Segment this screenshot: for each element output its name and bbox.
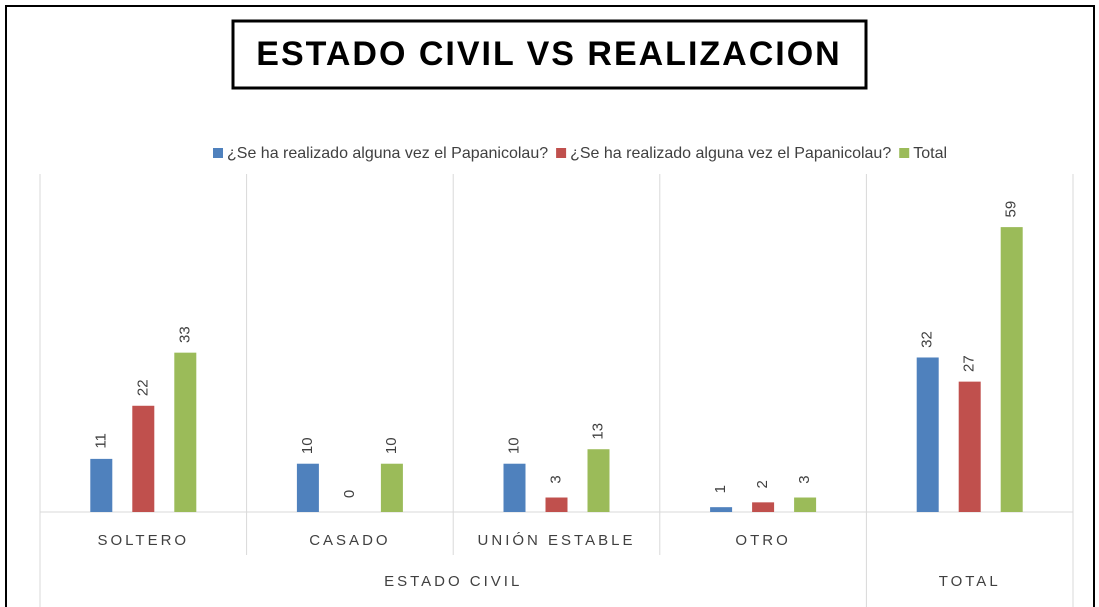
- data-label: 13: [589, 423, 606, 440]
- chart-border: [5, 5, 1095, 607]
- bar: [710, 507, 733, 512]
- bar: [174, 352, 197, 512]
- data-label: 10: [383, 437, 400, 454]
- data-label: 10: [505, 437, 522, 454]
- legend-label: ¿Se ha realizado alguna vez el Papanicol…: [227, 145, 548, 162]
- x-tick-label: CASADO: [309, 532, 390, 549]
- bar: [1000, 227, 1023, 512]
- data-label: 3: [547, 475, 564, 483]
- x-tick-label: OTRO: [735, 532, 790, 549]
- data-label: 3: [796, 475, 813, 483]
- bar: [794, 497, 817, 512]
- bar: [296, 463, 319, 512]
- bar: [916, 357, 939, 512]
- legend-swatch: [213, 148, 223, 158]
- data-label: 33: [176, 326, 193, 343]
- bar: [380, 463, 403, 512]
- data-label: 10: [299, 437, 316, 454]
- bar: [958, 381, 981, 512]
- x-tick-label: UNIÓN ESTABLE: [478, 532, 636, 549]
- data-label: 0: [341, 490, 358, 498]
- bar: [503, 463, 526, 512]
- legend-label: ¿Se ha realizado alguna vez el Papanicol…: [570, 145, 891, 162]
- data-label: 2: [754, 480, 771, 488]
- data-label: 32: [919, 331, 936, 348]
- bar: [587, 449, 610, 512]
- bar: [545, 497, 568, 512]
- data-label: 1: [712, 485, 729, 493]
- legend-swatch: [556, 148, 567, 158]
- bar: [132, 405, 155, 512]
- data-label: 27: [961, 355, 978, 372]
- group-label: ESTADO CIVIL: [384, 573, 522, 590]
- bar: [752, 502, 775, 512]
- data-label: 22: [134, 379, 151, 396]
- bar: [90, 458, 113, 512]
- title-box: [231, 19, 868, 90]
- legend-label: Total: [913, 145, 947, 162]
- data-label: 59: [1003, 201, 1020, 218]
- chart-title: ESTADO CIVIL VS REALIZACION: [256, 35, 841, 73]
- x-tick-label: SOLTERO: [98, 532, 190, 549]
- group-label: TOTAL: [939, 573, 1001, 590]
- legend-swatch: [899, 148, 910, 158]
- data-label: 11: [92, 433, 109, 449]
